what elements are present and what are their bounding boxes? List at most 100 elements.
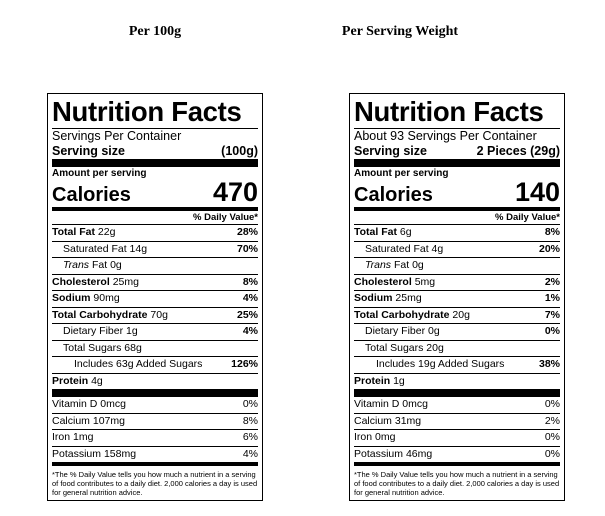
nutrient-row: Total Carbohydrate 20g 7% xyxy=(354,306,560,324)
vitamin-amount: 0mcg xyxy=(100,398,126,410)
vitamin-amount: 31mg xyxy=(394,414,422,427)
nutrient: Total Sugars 68g xyxy=(52,341,142,357)
vitamin-name: Calcium xyxy=(52,414,90,427)
vitamin-dv: 2% xyxy=(544,414,560,427)
nutrient-row: Includes 63g Added Sugars 126% xyxy=(52,356,258,373)
nutrient-dv: 25% xyxy=(236,308,258,321)
nutrient: Includes 19g Added Sugars xyxy=(354,357,504,373)
nutrient-amount: 25mg xyxy=(395,292,422,304)
nutrient-dv: 8% xyxy=(242,275,258,288)
nutrition-label: Nutrition Facts Servings Per Container Ser… xyxy=(47,93,263,501)
vitamin: Calcium 31mg xyxy=(354,414,421,430)
nutrient-dv: 4% xyxy=(242,325,258,337)
nutrient: Total Carbohydrate 70g xyxy=(52,308,168,324)
nutrient-name: Total Carbohydrate xyxy=(354,308,450,321)
nutrition-label: Nutrition Facts About 93 Servings Per Con… xyxy=(349,93,565,501)
nutrient: Protein 4g xyxy=(52,374,103,390)
footnote: *The % Daily Value tells you how much a … xyxy=(52,470,258,497)
amount-per-serving: Amount per serving xyxy=(52,168,147,179)
calories-value: 140 xyxy=(514,177,560,207)
nutrient-name: Total Fat xyxy=(52,226,95,238)
amount-per-serving: Amount per serving xyxy=(354,168,449,179)
nutrient-row: Saturated Fat 4g 20% xyxy=(354,240,560,258)
nutrient: Sodium 25mg xyxy=(354,291,422,307)
vitamin-dv: 0% xyxy=(242,398,258,410)
nutrient-dv: 20% xyxy=(538,242,560,255)
serving-size-label: Serving size xyxy=(354,144,427,158)
nutrient-prefix: Trans xyxy=(63,259,90,271)
vitamin-row: Vitamin D 0mcg 0% xyxy=(354,397,560,413)
vitamin: Vitamin D 0mcg xyxy=(354,397,428,413)
nutrient-dv: 1% xyxy=(544,292,560,304)
vitamin-dv: 0% xyxy=(544,447,560,460)
nutrient: Saturated Fat 4g xyxy=(354,242,443,258)
nutrient-amount: 6g xyxy=(399,226,412,238)
calories-value: 470 xyxy=(212,177,258,207)
nutrient: Total Sugars 20g xyxy=(354,341,444,357)
vitamin: Potassium 46mg xyxy=(354,447,432,463)
nutrient-name: Fat xyxy=(91,259,108,271)
nutrient-name: Saturated Fat xyxy=(365,242,429,255)
vitamin: Vitamin D 0mcg xyxy=(52,397,126,413)
dv-header: % Daily Value* xyxy=(193,212,258,223)
servings-per-container: About 93 Servings Per Container xyxy=(354,129,537,143)
nutrient: Includes 63g Added Sugars xyxy=(52,357,202,373)
nutrient-row: Total Carbohydrate 70g 25% xyxy=(52,306,258,324)
calories: Calories 470 xyxy=(52,177,258,207)
nutrient-name: Includes 63g Added Sugars xyxy=(74,358,203,370)
nutrient-amount: 0g xyxy=(110,259,122,271)
calories: Calories 140 xyxy=(354,177,560,207)
thick-rule xyxy=(354,389,560,397)
nutrient-row: Total Sugars 20g xyxy=(354,339,560,357)
vitamin-name: Iron xyxy=(354,431,373,443)
nutrient-name: Protein xyxy=(52,374,89,387)
nutrient: Dietary Fiber 0g xyxy=(354,324,440,340)
nutrient-row: Protein 4g xyxy=(52,372,258,390)
nutrient-row: Protein 1g xyxy=(354,372,560,390)
nutrient-name: Dietary Fiber xyxy=(365,325,426,337)
vitamin-amount: 158mg xyxy=(103,447,137,460)
nutrient-row: Trans Fat 0g xyxy=(354,257,560,274)
serving-size-value: 2 Pieces (29g) xyxy=(476,144,560,158)
nutrient-name: Total Sugars xyxy=(63,341,122,354)
nutrient: Trans Fat 0g xyxy=(52,258,122,274)
nutrient-row: Trans Fat 0g xyxy=(52,257,258,274)
nutrient-amount: 25mg xyxy=(112,275,139,288)
nutrient-dv: 126% xyxy=(231,358,258,370)
nutrient-name: Includes 19g Added Sugars xyxy=(376,358,505,370)
nutrient-amount: 5mg xyxy=(414,275,436,288)
footnote: *The % Daily Value tells you how much a … xyxy=(354,470,560,497)
vitamin-row: Iron 0mg 0% xyxy=(354,429,560,446)
thick-rule xyxy=(354,159,560,167)
nutrient-dv: 7% xyxy=(544,308,560,321)
nutrient-name: Fat xyxy=(393,259,410,271)
vitamin-name: Calcium xyxy=(354,414,392,427)
vitamin-dv: 0% xyxy=(544,398,560,410)
nutrient-row: Includes 19g Added Sugars 38% xyxy=(354,356,560,373)
nutrient: Trans Fat 0g xyxy=(354,258,424,274)
vitamin-row: Vitamin D 0mcg 0% xyxy=(52,397,258,413)
vitamin-dv: 0% xyxy=(544,431,560,443)
vitamin-amount: 107mg xyxy=(92,414,125,427)
vitamin-name: Iron xyxy=(52,431,71,443)
nutrient-name: Total Carbohydrate xyxy=(52,308,148,321)
nutrient-row: Total Sugars 68g xyxy=(52,339,258,357)
vitamin-dv: 4% xyxy=(242,447,258,460)
servings-per-container: Servings Per Container xyxy=(52,129,182,143)
thick-rule xyxy=(52,389,258,397)
dv-header: % Daily Value* xyxy=(495,212,560,223)
nutrient-amount: 20g xyxy=(426,341,444,354)
vitamin-name: Vitamin D xyxy=(354,398,400,410)
vitamin-row: Potassium 158mg 4% xyxy=(52,445,258,463)
vitamin: Calcium 107mg xyxy=(52,414,125,430)
vitamin-dv: 8% xyxy=(242,414,258,427)
nutrient: Dietary Fiber 1g xyxy=(52,324,138,340)
nutrient-dv: 4% xyxy=(242,292,258,304)
nutrient-amount: 14g xyxy=(129,242,148,255)
nutrient-amount: 0g xyxy=(412,259,424,271)
nutrient-amount: 90mg xyxy=(93,292,120,304)
vitamin-name: Potassium xyxy=(52,447,102,460)
nutrient: Cholesterol 25mg xyxy=(52,275,139,291)
nutrient-amount: 4g xyxy=(431,242,444,255)
